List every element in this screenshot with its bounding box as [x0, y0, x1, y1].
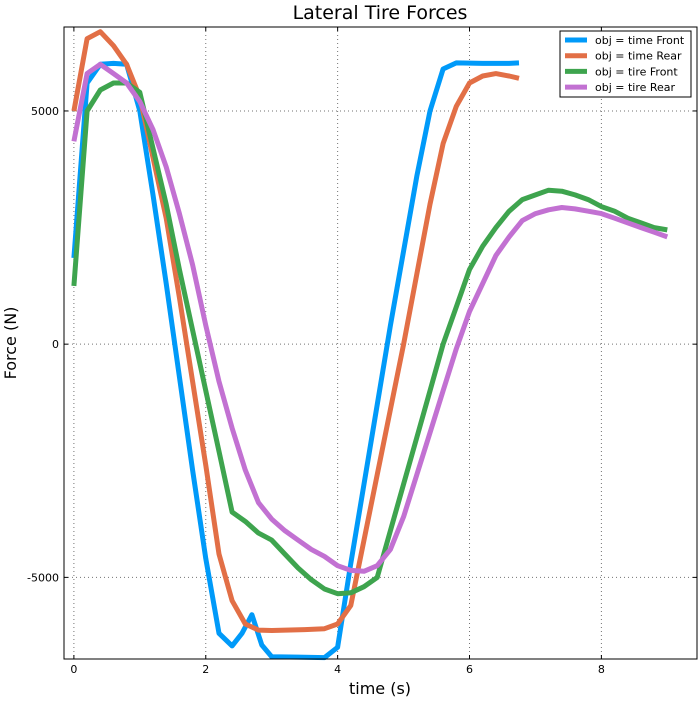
- legend-label: obj = time Front: [595, 34, 685, 47]
- y-tick-label: 5000: [31, 105, 59, 118]
- x-tick-label: 8: [598, 663, 605, 676]
- x-tick-label: 4: [334, 663, 341, 676]
- x-axis-label: time (s): [349, 679, 411, 698]
- legend: obj = time Front obj = time Rear obj = tir…: [559, 30, 692, 98]
- legend-label: obj = time Rear: [595, 50, 682, 63]
- legend-label: obj = tire Rear: [595, 81, 676, 94]
- plot-frame: [63, 26, 698, 660]
- x-tick-label: 2: [202, 663, 209, 676]
- chart-title: Lateral Tire Forces: [293, 2, 468, 24]
- legend-label: obj = tire Front: [595, 65, 678, 78]
- y-tick-label: 0: [52, 338, 59, 351]
- series-line-4: [71, 61, 669, 574]
- series-line-1: [71, 60, 520, 661]
- series-lines: [71, 29, 669, 661]
- y-axis-label: Force (N): [1, 307, 20, 380]
- axis-ticks: [64, 27, 697, 659]
- grid-lines: [64, 27, 697, 659]
- y-tick-label: -5000: [27, 571, 59, 584]
- x-tick-label: 0: [70, 663, 77, 676]
- x-tick-label: 6: [466, 663, 473, 676]
- series-line-3: [71, 80, 668, 597]
- tick-labels: 0 2 4 6 8 -5000 0 5000: [27, 105, 605, 676]
